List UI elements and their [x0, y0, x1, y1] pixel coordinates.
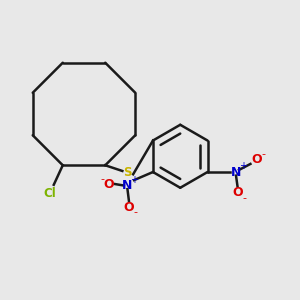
Text: O: O	[232, 186, 243, 199]
Text: N: N	[231, 166, 241, 178]
Text: O: O	[124, 201, 134, 214]
Text: +: +	[130, 175, 138, 184]
Text: -: -	[242, 193, 246, 203]
Text: O: O	[251, 153, 262, 166]
Text: Cl: Cl	[43, 187, 56, 200]
Text: -: -	[261, 149, 265, 159]
Text: -: -	[134, 208, 138, 218]
Text: N: N	[122, 179, 133, 192]
Text: -: -	[100, 174, 104, 184]
Text: O: O	[103, 178, 114, 190]
Text: S: S	[124, 166, 132, 179]
Text: +: +	[238, 161, 247, 171]
